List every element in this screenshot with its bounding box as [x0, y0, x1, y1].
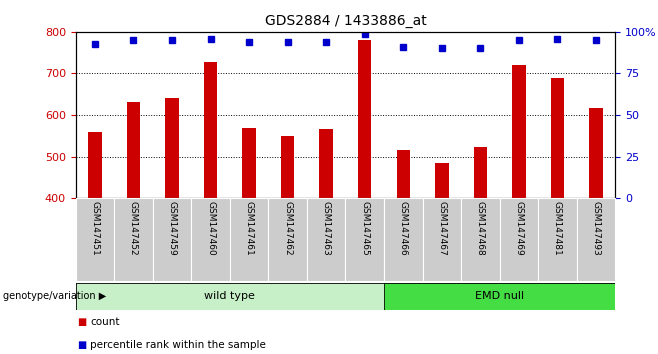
Bar	[461, 198, 499, 281]
Text: GSM147465: GSM147465	[360, 201, 369, 256]
Bar	[499, 198, 538, 281]
Bar	[204, 62, 217, 198]
Bar	[307, 198, 345, 281]
Bar	[88, 132, 102, 198]
Bar	[384, 283, 615, 310]
Bar	[345, 198, 384, 281]
Text: ■: ■	[77, 340, 86, 350]
Bar	[165, 98, 179, 198]
Bar	[76, 283, 384, 310]
Bar	[114, 198, 153, 281]
Bar	[538, 198, 576, 281]
Bar	[435, 163, 449, 198]
Text: percentile rank within the sample: percentile rank within the sample	[90, 340, 266, 350]
Bar	[127, 102, 140, 198]
Text: GSM147466: GSM147466	[399, 201, 408, 256]
Bar	[358, 40, 372, 198]
Text: GSM147451: GSM147451	[90, 201, 99, 256]
Bar	[576, 198, 615, 281]
Text: GSM147463: GSM147463	[322, 201, 331, 256]
Text: ■: ■	[77, 317, 86, 327]
Text: GSM147468: GSM147468	[476, 201, 485, 256]
Text: GSM147467: GSM147467	[438, 201, 446, 256]
Text: GSM147462: GSM147462	[283, 201, 292, 255]
Bar	[319, 129, 333, 198]
Text: GSM147461: GSM147461	[245, 201, 253, 256]
Text: GSM147481: GSM147481	[553, 201, 562, 256]
Bar	[281, 136, 294, 198]
Bar	[512, 65, 526, 198]
Text: GSM147469: GSM147469	[515, 201, 523, 256]
Text: wild type: wild type	[205, 291, 255, 302]
Text: GSM147459: GSM147459	[168, 201, 176, 256]
Bar	[76, 198, 114, 281]
Title: GDS2884 / 1433886_at: GDS2884 / 1433886_at	[265, 14, 426, 28]
Bar	[551, 78, 564, 198]
Text: GSM147452: GSM147452	[129, 201, 138, 255]
Bar	[153, 198, 191, 281]
Text: GSM147493: GSM147493	[592, 201, 601, 256]
Bar	[268, 198, 307, 281]
Bar	[474, 147, 487, 198]
Bar	[397, 150, 410, 198]
Text: GSM147460: GSM147460	[206, 201, 215, 256]
Bar	[422, 198, 461, 281]
Bar	[589, 108, 603, 198]
Bar	[384, 198, 422, 281]
Bar	[242, 127, 256, 198]
Bar	[230, 198, 268, 281]
Text: EMD null: EMD null	[475, 291, 524, 302]
Text: genotype/variation ▶: genotype/variation ▶	[3, 291, 107, 302]
Bar	[191, 198, 230, 281]
Text: count: count	[90, 317, 120, 327]
